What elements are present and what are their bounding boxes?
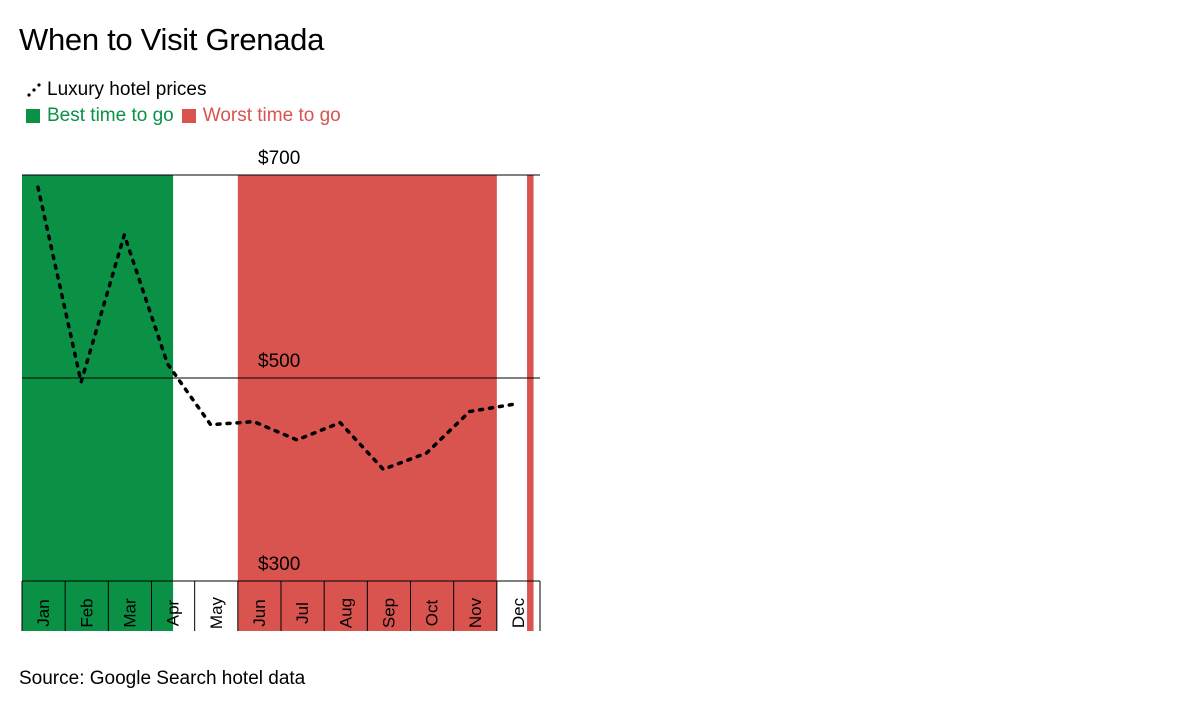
- month-label-nov: Nov: [466, 597, 485, 628]
- month-label-oct: Oct: [423, 600, 442, 627]
- month-label-sep: Sep: [379, 598, 398, 628]
- worst-time-zone-1: [237, 175, 497, 631]
- dotted-line-legend-icon: [26, 82, 42, 98]
- source-note: Source: Google Search hotel data: [19, 668, 306, 689]
- month-label-mar: Mar: [120, 598, 139, 628]
- month-label-feb: Feb: [77, 598, 96, 627]
- price-line-series-0: [36, 185, 515, 472]
- chart-title: When to Visit Grenada: [19, 22, 325, 57]
- legend-best-label: Best time to go: [47, 105, 174, 126]
- legend-best-item: Best time to go: [26, 105, 174, 127]
- legend-zones: Best time to go Worst time to go: [26, 105, 349, 127]
- best-swatch-icon: [26, 109, 40, 123]
- month-label-apr: Apr: [164, 599, 183, 626]
- legend-worst-item: Worst time to go: [181, 105, 341, 127]
- month-label-jan: Jan: [34, 599, 53, 626]
- legend-line-label: Luxury hotel prices: [47, 79, 207, 100]
- y-tick-label-300: $300: [258, 554, 300, 575]
- month-label-jul: Jul: [293, 602, 312, 624]
- legend-worst-label: Worst time to go: [202, 105, 341, 126]
- legend-line-item: Luxury hotel prices: [26, 79, 206, 101]
- month-label-may: May: [207, 596, 226, 629]
- best-time-zone-0: [22, 175, 174, 631]
- worst-swatch-icon: [181, 109, 196, 123]
- y-tick-label-700: $700: [258, 148, 300, 169]
- worst-time-zone-2: [527, 175, 534, 631]
- month-label-dec: Dec: [509, 597, 528, 628]
- month-label-jun: Jun: [250, 599, 269, 626]
- month-label-aug: Aug: [336, 598, 355, 628]
- y-tick-label-500: $500: [258, 351, 300, 372]
